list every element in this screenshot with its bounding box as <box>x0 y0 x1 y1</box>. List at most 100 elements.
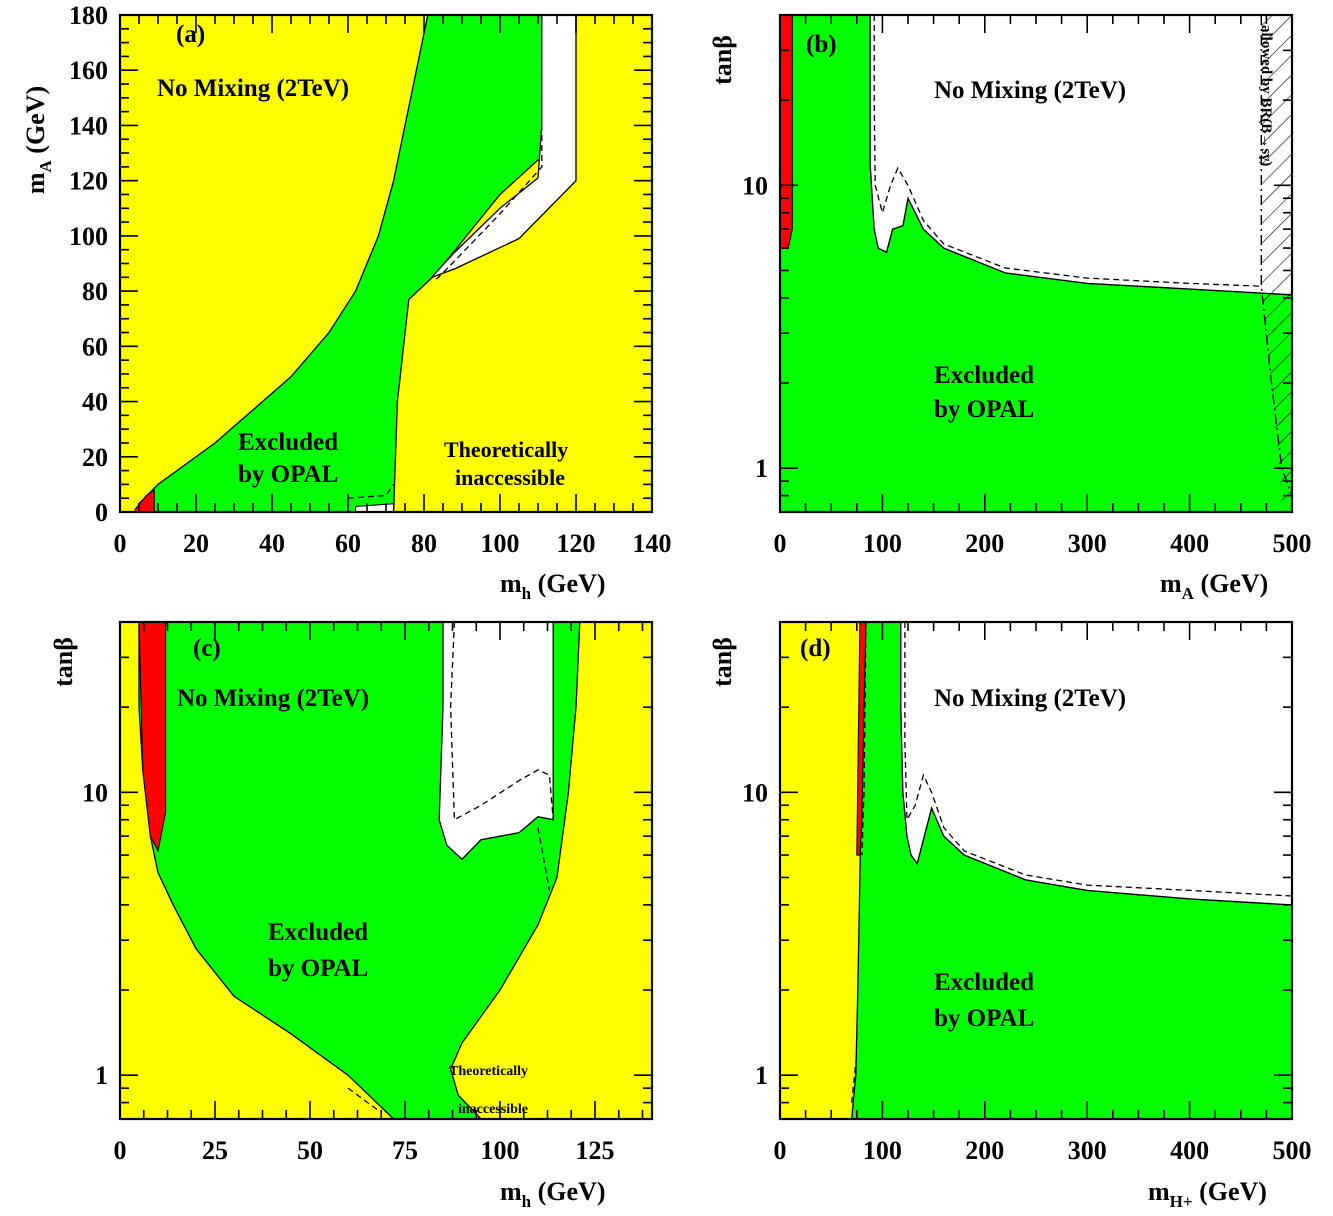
panel-d-excluded-label-line2: by OPAL <box>934 1005 1034 1032</box>
panel-b-xtick-label: 100 <box>863 529 902 558</box>
panel-b-excluded-label-line1: Excluded <box>934 362 1034 389</box>
panel-d-xtick-label: 300 <box>1068 1136 1107 1165</box>
panel-a-xlabel-main: m <box>500 569 522 598</box>
panel-c-inaccessible-label-line2: inaccessible <box>458 1102 528 1117</box>
panel-c-frame <box>118 620 654 1121</box>
panel-d-regions <box>780 622 1292 1119</box>
panel-a-ylabel: mA (GeV) <box>21 86 55 194</box>
panel-d-xtick-label: 400 <box>1170 1136 1209 1165</box>
panel-c-inaccessible-label-line1: Theoretically <box>449 1064 528 1079</box>
panel-a-ytick-label: 180 <box>69 1 108 30</box>
panel-b-curves <box>873 15 1292 496</box>
panel-b-red-region <box>780 15 793 249</box>
panel-c-scenario-label: No Mixing (2TeV) <box>177 685 369 712</box>
panel-b-ytick-label: 1 <box>755 454 768 483</box>
panel-d-ylabel: tanβ <box>708 637 737 687</box>
panel-b-xtick-label: 300 <box>1068 529 1107 558</box>
panel-d-xlabel-main: m <box>1148 1177 1170 1206</box>
panel-b-hatched-region <box>1261 15 1292 512</box>
panel-b-xtick-label: 0 <box>774 529 787 558</box>
panel-c-xlabel-main: m <box>500 1177 522 1206</box>
panel-b-xlabel-unit: (GeV) <box>1194 569 1268 598</box>
panel-d-inaccessible-region <box>780 622 864 1119</box>
panel-c-dashed-curve-1 <box>537 827 551 891</box>
panel-a-ytick-label: 80 <box>82 277 108 306</box>
panel-d: 0 100 200 300 400 500 1 10 (d) No Mixing (2TeV)… <box>708 620 1312 1211</box>
panel-a-ytick-label: 100 <box>69 222 108 251</box>
panel-a-ylabel-unit: (GeV) <box>21 86 50 160</box>
panel-b-ticks: 0 100 200 300 400 500 1 10 <box>742 15 1312 558</box>
panel-d-excluded-label-line1: Excluded <box>934 969 1034 996</box>
panel-d-scenario-label: No Mixing (2TeV) <box>934 685 1126 712</box>
panel-c-allowed-region <box>438 622 554 861</box>
panel-b-scenario-label: No Mixing (2TeV) <box>934 77 1126 104</box>
panel-a-inaccessible-label-line1: Theoretically <box>444 437 568 462</box>
panel-a-xtick-label: 80 <box>411 529 437 558</box>
panel-d-dashed-curve-2 <box>851 1052 858 1103</box>
panel-c-ticks: 0 25 50 75 100 125 1 10 <box>82 622 652 1165</box>
panel-a-ytick-label: 140 <box>69 111 108 140</box>
panel-c-xtick-label: 75 <box>392 1136 418 1165</box>
panel-c-xtick-label: 50 <box>297 1136 323 1165</box>
panel-c-ytick-label: 10 <box>82 778 108 807</box>
panel-c-label: (c) <box>193 635 221 662</box>
panel-a-curves <box>347 15 543 499</box>
panel-c-ylabel: tanβ <box>49 637 78 687</box>
panel-d-xtick-label: 100 <box>863 1136 902 1165</box>
panel-c-dashed-curve-2 <box>347 1087 379 1112</box>
panel-d-xlabel-unit: (GeV) <box>1193 1177 1267 1206</box>
panel-b-dashdot-curve-0 <box>1260 15 1292 496</box>
panel-d-xlabel-sub: H+ <box>1170 1192 1193 1211</box>
panel-a-excluded-region <box>138 15 547 512</box>
panel-c-xlabel-sub: h <box>522 1192 532 1211</box>
panel-c: 0 25 50 75 100 125 1 10 (c) No Mixing (2TeV) Ex… <box>49 620 654 1211</box>
panel-b-bsgamma-label: allowed by BR(B→sγ) <box>1258 25 1274 166</box>
panel-c-ylabel-main: tanβ <box>49 637 78 687</box>
panel-a-ytick-label: 120 <box>69 167 108 196</box>
panel-b-allowed-region <box>869 15 1292 296</box>
panel-a-dashed-curve-0 <box>434 15 543 281</box>
panel-c-dashed-curve-0 <box>449 622 554 821</box>
panel-d-dashed-curve-1 <box>861 622 867 856</box>
panel-a-ticks: 0 20 40 60 80 100 120 140 0 20 40 60 80 100 120 140 160 1… <box>69 1 672 558</box>
panel-a-ylabel-main: m <box>21 172 50 194</box>
panel-a: 0 20 40 60 80 100 120 140 0 20 40 60 80 100 120 140 160 1… <box>21 1 672 603</box>
panel-a-ytick-label: 40 <box>82 388 108 417</box>
panel-c-regions <box>120 622 652 1119</box>
panel-b-xlabel: mA (GeV) <box>1160 569 1268 603</box>
panel-a-ytick-label: 0 <box>95 498 108 527</box>
panel-b-regions <box>780 15 1292 512</box>
panel-a-xtick-label: 60 <box>335 529 361 558</box>
panel-a-xlabel-unit: (GeV) <box>531 569 605 598</box>
panel-a-allowed-region-low <box>355 503 395 512</box>
panel-c-xlabel-unit: (GeV) <box>531 1177 605 1206</box>
panel-d-dashed-curve-0 <box>904 622 1292 897</box>
panel-d-curves <box>851 622 1292 1103</box>
panel-c-curves <box>347 622 554 1112</box>
panel-a-xlabel: mh (GeV) <box>500 569 606 603</box>
panel-a-xtick-label: 120 <box>557 529 596 558</box>
panel-a-ylabel-sub: A <box>36 159 55 172</box>
panel-a-xlabel-sub: h <box>522 584 532 603</box>
panel-c-ytick-label: 1 <box>95 1061 108 1090</box>
panel-c-xtick-label: 0 <box>114 1136 127 1165</box>
panel-a-ytick-label: 60 <box>82 332 108 361</box>
panel-b-excluded-label-line2: by OPAL <box>934 396 1034 423</box>
panel-b: 0 100 200 300 400 500 1 10 (b) No Mixing (2TeV)… <box>708 13 1312 603</box>
panel-d-xtick-label: 0 <box>774 1136 787 1165</box>
panel-a-regions <box>120 15 652 512</box>
panel-d-red-region <box>856 622 867 856</box>
panel-b-dashed-curve-0 <box>873 15 1262 287</box>
panel-a-scenario-label: No Mixing (2TeV) <box>157 75 349 102</box>
panel-a-xtick-label: 100 <box>481 529 520 558</box>
panel-d-xtick-label: 200 <box>965 1136 1004 1165</box>
panel-a-xtick-label: 20 <box>183 529 209 558</box>
panel-d-ylabel-main: tanβ <box>708 637 737 687</box>
panel-d-xlabel: mH+ (GeV) <box>1148 1177 1267 1211</box>
panel-a-excluded-label-line1: Excluded <box>238 429 338 456</box>
panel-c-red-region <box>138 622 167 853</box>
panel-d-ticks: 0 100 200 300 400 500 1 10 <box>742 622 1312 1165</box>
panel-b-xlabel-main: m <box>1160 569 1182 598</box>
panel-c-excluded-label-line2: by OPAL <box>268 955 368 982</box>
